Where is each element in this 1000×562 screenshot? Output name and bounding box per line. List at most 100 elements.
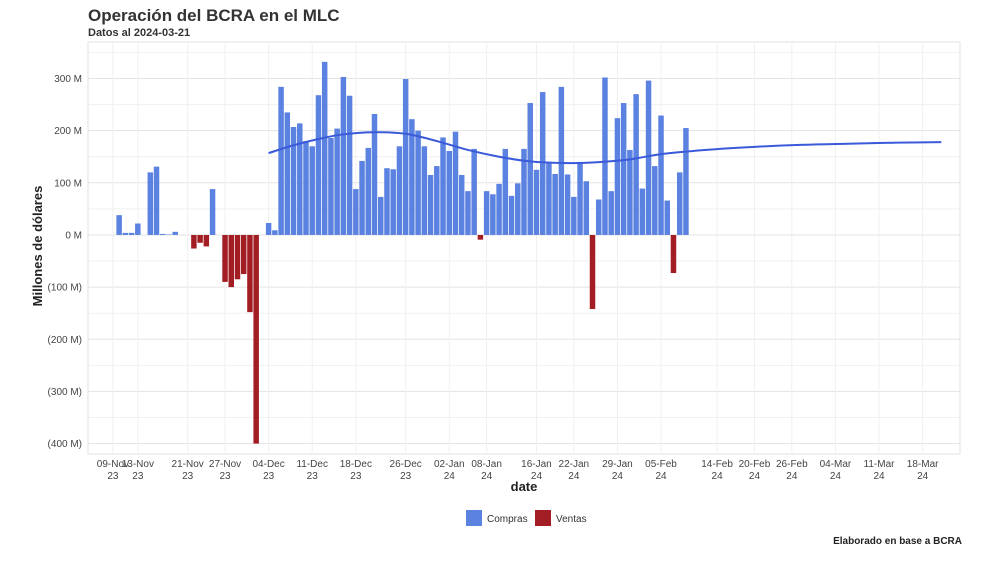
x-tick-label: 26-Dec 23 (390, 459, 422, 482)
bar-compras (465, 191, 471, 235)
x-tick-label: 11-Dec 23 (296, 459, 328, 482)
x-tick-label: 21-Nov 23 (172, 459, 204, 482)
bar-compras (328, 137, 334, 235)
bar-compras (290, 127, 297, 235)
bar-compras (676, 172, 683, 235)
bar-compras (116, 215, 122, 235)
bar-compras (452, 131, 459, 235)
bar-ventas (477, 234, 484, 240)
bar-compras (539, 92, 546, 235)
bar-compras (683, 128, 689, 235)
x-tick-label: 11-Mar 24 (864, 459, 896, 482)
bar-ventas (589, 234, 596, 310)
x-tick-label: 20-Feb 24 (739, 459, 771, 482)
y-axis-ticks: 300 M 200 M 100 M 0 M (100 M) (200 M) (300 M) (… (48, 74, 82, 450)
bar-compras (552, 173, 558, 235)
bar-compras (427, 174, 434, 235)
bar-compras (303, 141, 309, 235)
bar-compras (602, 77, 608, 235)
bar-compras (614, 118, 621, 235)
bar-compras (409, 119, 415, 235)
bar-compras (321, 61, 328, 235)
bar-compras (272, 230, 278, 235)
bar-ventas (234, 234, 241, 280)
chart-title: Operación del BCRA en el MLC (88, 6, 340, 25)
bar-compras (558, 86, 565, 235)
bar-compras (664, 200, 670, 235)
bar-compras (496, 183, 502, 235)
y-tick-label: 100 M (54, 178, 82, 189)
bar-compras (471, 148, 477, 235)
y-tick-label: (300 M) (48, 387, 82, 398)
bar-compras (402, 79, 409, 235)
bar-compras (434, 166, 440, 235)
bar-compras (415, 130, 421, 235)
x-tick-label: 27-Nov 23 (209, 459, 241, 482)
legend: Compras Ventas (466, 510, 587, 526)
bar-compras (359, 160, 365, 235)
x-tick-label: 29-Jan 24 (602, 459, 633, 482)
bar-compras (502, 148, 509, 235)
bar-compras (378, 196, 384, 235)
bar-compras (652, 166, 658, 235)
legend-label-ventas: Ventas (556, 514, 587, 525)
chart-subtitle: Datos al 2024-03-21 (88, 27, 191, 39)
x-tick-label: 16-Jan 24 (521, 459, 552, 482)
y-axis-title: Millones de dólares (30, 186, 45, 307)
bar-compras (577, 161, 583, 235)
bar-compras (458, 174, 465, 235)
bar-ventas (253, 234, 259, 444)
bar-compras (371, 113, 378, 235)
bar-compras (278, 86, 284, 235)
bar-compras (166, 234, 172, 235)
bar-compras (396, 146, 403, 235)
bar-compras (639, 188, 646, 235)
bar-compras (284, 112, 291, 235)
bar-compras (608, 191, 614, 235)
bar-compras (160, 233, 166, 235)
bar-compras (521, 148, 527, 235)
y-tick-label: (400 M) (48, 439, 82, 450)
y-tick-label: (100 M) (48, 283, 82, 294)
bar-compras (365, 147, 372, 235)
bar-compras (490, 194, 496, 235)
bar-compras (334, 128, 340, 235)
bar-compras (135, 223, 141, 235)
y-tick-label: 0 M (65, 230, 82, 241)
y-tick-label: 200 M (54, 126, 82, 137)
bar-compras (147, 172, 154, 235)
bar-compras (483, 191, 490, 235)
y-tick-label: 300 M (54, 74, 82, 85)
bar-compras (209, 189, 216, 235)
bar-compras (508, 195, 515, 235)
bar-compras (122, 232, 129, 235)
x-tick-label: 02-Jan 24 (434, 459, 465, 482)
bar-compras (390, 169, 396, 235)
bar-compras (633, 94, 639, 235)
bar-ventas (247, 234, 253, 313)
bar-compras (546, 161, 552, 235)
bar-compras (265, 222, 272, 235)
x-tick-label: 22-Jan 24 (559, 459, 590, 482)
bar-ventas (670, 234, 677, 274)
legend-swatch-compras (466, 510, 482, 526)
legend-label-compras: Compras (487, 514, 528, 525)
bar-ventas (222, 234, 228, 282)
bar-compras (315, 95, 322, 235)
bar-compras (384, 168, 390, 235)
x-tick-label: 08-Jan 24 (471, 459, 502, 482)
plot-panel (87, 41, 961, 455)
bar-compras (153, 166, 160, 235)
bar-compras (340, 76, 347, 235)
bar-compras (309, 146, 315, 235)
trend-line (268, 131, 942, 165)
x-tick-label: 26-Feb 24 (776, 459, 808, 482)
bar-compras (620, 103, 627, 235)
x-tick-label: 14-Feb 24 (701, 459, 733, 482)
bar-compras (515, 183, 521, 235)
bar-compras (627, 149, 633, 235)
bar-compras (583, 181, 590, 235)
bar-compras (346, 95, 353, 235)
trend-layer (268, 131, 942, 165)
